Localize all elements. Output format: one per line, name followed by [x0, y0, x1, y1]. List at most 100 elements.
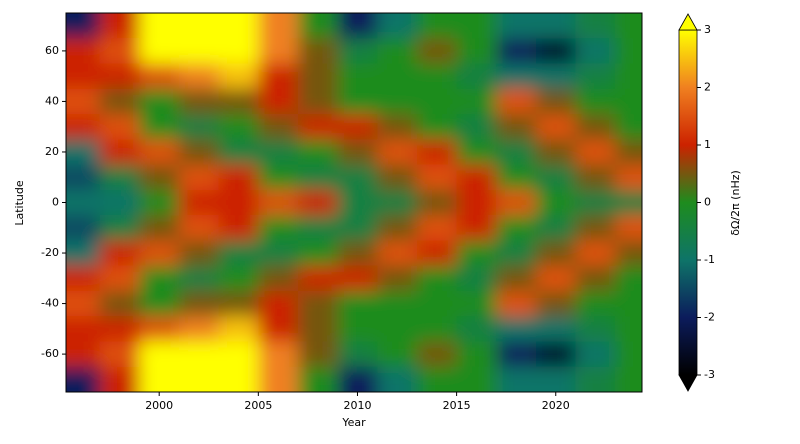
heat-cell: [218, 215, 259, 241]
heat-cell: [218, 341, 259, 368]
heat-cell: [416, 316, 458, 342]
heat-cell: [258, 38, 299, 65]
heat-cell: [535, 13, 577, 39]
heat-cell: [258, 13, 299, 39]
x-tick-label: 2015: [443, 399, 471, 412]
heat-cell: [218, 164, 259, 191]
heat-cell: [535, 265, 577, 292]
heat-cell: [456, 63, 497, 90]
heat-cell: [179, 164, 220, 191]
heat-cell: [615, 13, 642, 39]
heat-cell: [496, 240, 537, 267]
heat-cell: [258, 341, 299, 368]
heat-cell: [139, 13, 180, 39]
heat-cell: [575, 164, 616, 191]
heat-cell: [615, 88, 642, 115]
heat-cell: [496, 139, 537, 166]
x-tick-label: 2000: [145, 399, 173, 412]
heat-cell: [535, 189, 577, 216]
heat-cell: [258, 240, 299, 267]
heat-cell: [377, 215, 418, 241]
heatmap: [66, 13, 642, 392]
heat-cell: [66, 265, 101, 292]
heat-cell: [575, 63, 616, 90]
heat-cell: [99, 215, 140, 241]
heat-cell: [179, 215, 220, 241]
heat-cell: [377, 38, 418, 65]
colorbar-tick-label: -2: [704, 311, 715, 324]
heat-cell: [179, 88, 220, 115]
heat-cell: [496, 114, 537, 140]
heat-cell: [377, 164, 418, 191]
cells: [66, 13, 642, 392]
heat-cell: [456, 164, 497, 191]
heat-cell: [218, 240, 259, 267]
heat-cell: [377, 316, 418, 342]
heat-cell: [258, 63, 299, 90]
heat-cell: [456, 316, 497, 342]
heat-cell: [139, 164, 180, 191]
heat-cell: [337, 164, 378, 191]
heat-cell: [416, 265, 458, 292]
heat-cell: [139, 63, 180, 90]
heat-cell: [179, 341, 220, 368]
heat-cell: [99, 366, 140, 392]
heat-cell: [377, 13, 418, 39]
heat-cell: [99, 13, 140, 39]
y-tick-label: -40: [41, 297, 59, 310]
heat-cell: [337, 290, 378, 317]
heat-cell: [615, 341, 642, 368]
heat-cell: [66, 316, 101, 342]
heat-cell: [99, 240, 140, 267]
y-tick-label: 20: [45, 145, 59, 158]
heat-cell: [615, 215, 642, 241]
heat-cell: [456, 189, 497, 216]
heat-cell: [218, 265, 259, 292]
heat-cell: [179, 114, 220, 140]
heat-cell: [297, 139, 339, 166]
heat-cell: [615, 114, 642, 140]
heat-cell: [297, 265, 339, 292]
heat-cell: [416, 341, 458, 368]
heat-cell: [535, 316, 577, 342]
x-axis-label: Year: [341, 416, 366, 429]
heat-cell: [179, 240, 220, 267]
heat-cell: [496, 265, 537, 292]
heat-cell: [456, 341, 497, 368]
colorbar-tick-label: 1: [704, 138, 711, 151]
heat-cell: [377, 290, 418, 317]
heat-cell: [179, 290, 220, 317]
heat-cell: [99, 63, 140, 90]
heat-cell: [575, 114, 616, 140]
heat-cell: [297, 114, 339, 140]
heat-cell: [179, 139, 220, 166]
heat-cell: [496, 316, 537, 342]
heat-cell: [535, 240, 577, 267]
heat-cell: [258, 265, 299, 292]
heat-cell: [297, 88, 339, 115]
heat-cell: [337, 215, 378, 241]
heat-cell: [179, 265, 220, 292]
heat-cell: [66, 38, 101, 65]
heat-cell: [575, 366, 616, 392]
heat-cell: [99, 139, 140, 166]
heat-cell: [297, 240, 339, 267]
heat-cell: [218, 63, 259, 90]
heat-cell: [139, 366, 180, 392]
heat-cell: [179, 38, 220, 65]
heat-cell: [139, 240, 180, 267]
heat-cell: [535, 63, 577, 90]
heat-cell: [179, 13, 220, 39]
heat-cell: [218, 316, 259, 342]
heat-cell: [615, 316, 642, 342]
heat-cell: [337, 341, 378, 368]
heat-cell: [416, 164, 458, 191]
heat-cell: [575, 341, 616, 368]
heat-cell: [139, 341, 180, 368]
heat-cell: [575, 189, 616, 216]
heat-cell: [496, 13, 537, 39]
heat-cell: [575, 38, 616, 65]
heat-cell: [218, 139, 259, 166]
heat-cell: [377, 265, 418, 292]
heat-cell: [456, 114, 497, 140]
